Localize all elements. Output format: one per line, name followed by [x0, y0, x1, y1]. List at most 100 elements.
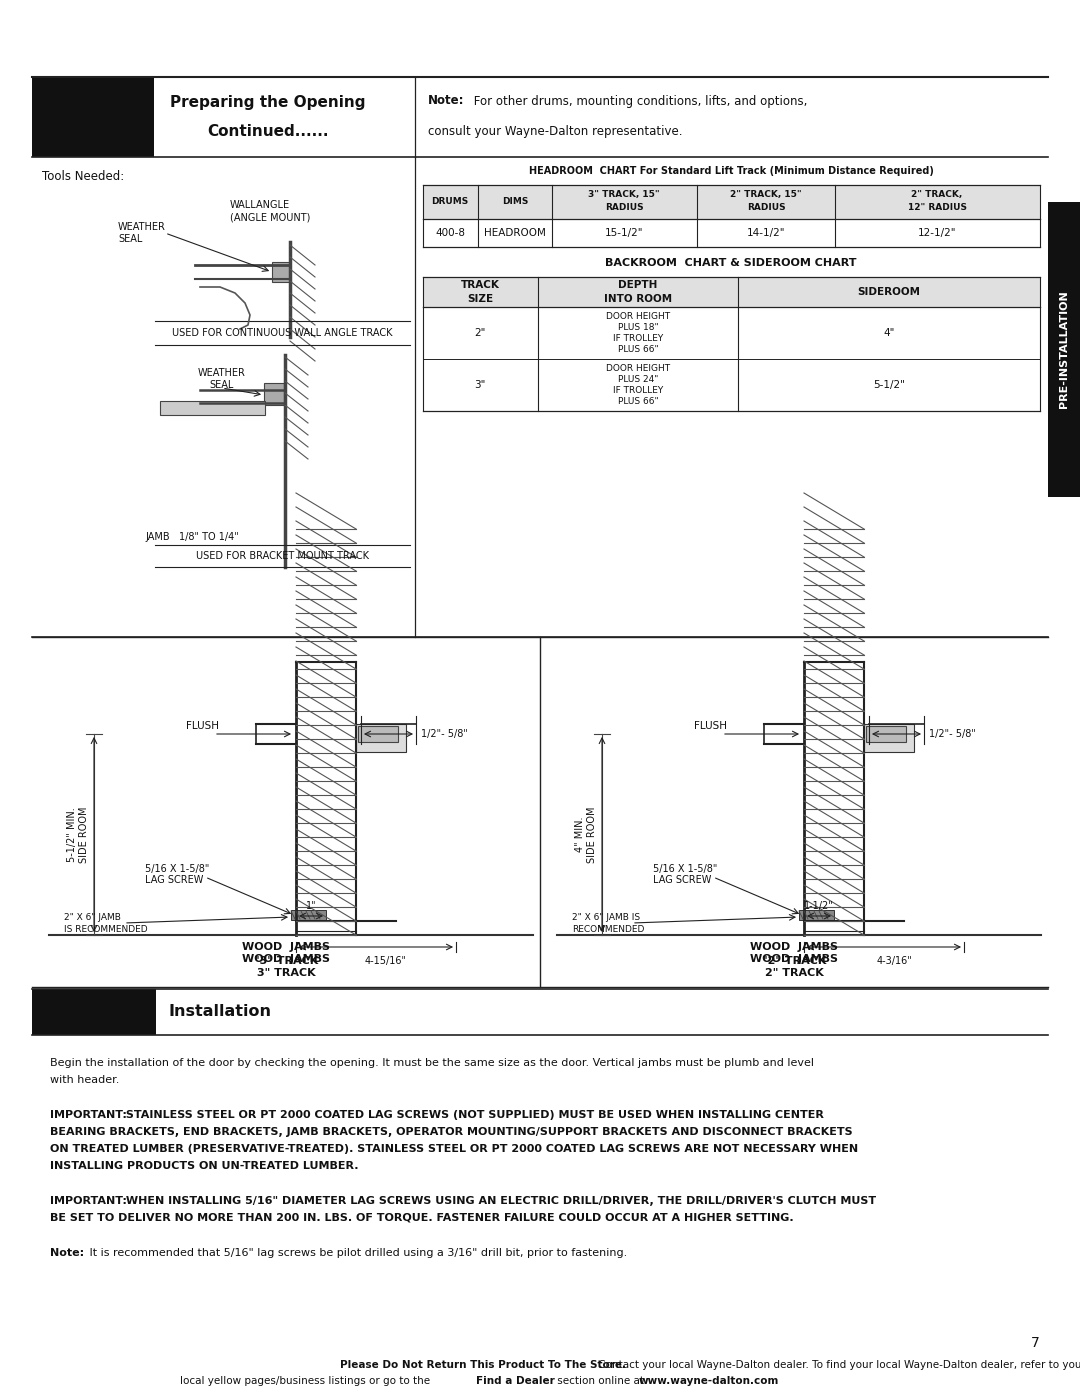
- Bar: [864, 724, 914, 752]
- Text: 1-1/2": 1-1/2": [805, 901, 834, 911]
- Text: 5-1/2" MIN.: 5-1/2" MIN.: [67, 807, 77, 862]
- Text: 4" MIN.: 4" MIN.: [575, 817, 585, 852]
- Text: DIMS: DIMS: [502, 197, 528, 207]
- Text: Find a Dealer: Find a Dealer: [476, 1376, 555, 1386]
- Bar: [32, 77, 1048, 1331]
- Text: 2": 2": [474, 328, 486, 338]
- Text: RADIUS: RADIUS: [605, 203, 644, 211]
- Text: DOOR HEIGHT: DOOR HEIGHT: [606, 365, 670, 373]
- Text: USED FOR CONTINUOUS WALL ANGLE TRACK: USED FOR CONTINUOUS WALL ANGLE TRACK: [172, 328, 392, 338]
- Text: PLUS 66": PLUS 66": [618, 345, 659, 353]
- Text: 1": 1": [306, 901, 316, 911]
- Bar: [423, 277, 1040, 307]
- Text: SEAL: SEAL: [118, 235, 143, 244]
- Text: RECOMMENDED: RECOMMENDED: [572, 925, 645, 933]
- Text: 3" TRACK: 3" TRACK: [257, 968, 315, 978]
- Text: DRUMS: DRUMS: [431, 197, 469, 207]
- Text: 2" X 6" JAMB IS: 2" X 6" JAMB IS: [572, 914, 640, 922]
- Text: IF TROLLEY: IF TROLLEY: [612, 334, 663, 344]
- Text: (ANGLE MOUNT): (ANGLE MOUNT): [230, 212, 310, 222]
- Text: 14-1/2": 14-1/2": [746, 228, 785, 237]
- Text: BACKROOM  CHART & SIDEROOM CHART: BACKROOM CHART & SIDEROOM CHART: [605, 258, 856, 268]
- Text: Continued......: Continued......: [207, 123, 328, 138]
- Bar: [423, 184, 1040, 219]
- Text: WOOD  JAMBS: WOOD JAMBS: [242, 954, 330, 964]
- Text: 2" TRACK: 2" TRACK: [765, 968, 823, 978]
- Text: 3": 3": [474, 380, 486, 390]
- Text: 5-1/2": 5-1/2": [873, 380, 905, 390]
- Text: DOOR HEIGHT: DOOR HEIGHT: [606, 312, 670, 321]
- Text: BEARING BRACKETS, END BRACKETS, JAMB BRACKETS, OPERATOR MOUNTING/SUPPORT BRACKET: BEARING BRACKETS, END BRACKETS, JAMB BRA…: [50, 1127, 852, 1137]
- Text: local yellow pages/business listings or go to the: local yellow pages/business listings or …: [180, 1376, 433, 1386]
- Text: 4-3/16": 4-3/16": [876, 956, 912, 965]
- Text: WHEN INSTALLING 5/16" DIAMETER LAG SCREWS USING AN ELECTRIC DRILL/DRIVER, THE DR: WHEN INSTALLING 5/16" DIAMETER LAG SCREW…: [122, 1196, 876, 1206]
- Text: Begin the installation of the door by checking the opening. It must be the same : Begin the installation of the door by ch…: [50, 1058, 814, 1067]
- Bar: [799, 909, 834, 921]
- Text: LAG SCREW: LAG SCREW: [145, 875, 203, 886]
- Text: IF TROLLEY: IF TROLLEY: [612, 386, 663, 395]
- Bar: [33, 643, 538, 982]
- Text: 3" TRACK, 15": 3" TRACK, 15": [589, 190, 660, 200]
- Text: WEATHER: WEATHER: [118, 222, 166, 232]
- Text: WALLANGLE: WALLANGLE: [230, 200, 291, 210]
- Text: SIDE ROOM: SIDE ROOM: [588, 806, 597, 863]
- Text: PRE-INSTALLATION: PRE-INSTALLATION: [1059, 291, 1069, 408]
- Text: "3" TRACK: "3" TRACK: [254, 956, 319, 965]
- Text: WOOD  JAMBS: WOOD JAMBS: [750, 942, 838, 951]
- Text: WEATHER: WEATHER: [198, 367, 246, 379]
- Text: "2" TRACK: "2" TRACK: [761, 956, 826, 965]
- Bar: [32, 989, 156, 1035]
- Text: 5/16 X 1-5/8": 5/16 X 1-5/8": [145, 863, 210, 875]
- Bar: [296, 662, 356, 935]
- Text: SIDEROOM: SIDEROOM: [858, 286, 920, 298]
- Bar: [160, 401, 265, 415]
- Text: www.wayne-dalton.com: www.wayne-dalton.com: [639, 1376, 780, 1386]
- Bar: [423, 219, 1040, 247]
- Text: Contact your local Wayne-Dalton dealer. To find your local Wayne-Dalton dealer, : Contact your local Wayne-Dalton dealer. …: [595, 1361, 1080, 1370]
- Text: 12-1/2": 12-1/2": [918, 228, 956, 237]
- Text: DEPTH: DEPTH: [619, 279, 658, 291]
- Text: 2" TRACK, 15": 2" TRACK, 15": [730, 190, 801, 200]
- Text: INTO ROOM: INTO ROOM: [604, 293, 672, 305]
- Text: JAMB   1/8" TO 1/4": JAMB 1/8" TO 1/4": [145, 532, 239, 542]
- Text: 4-15/16": 4-15/16": [365, 956, 407, 965]
- Text: 1/2"- 5/8": 1/2"- 5/8": [929, 729, 976, 739]
- Text: 1/2"- 5/8": 1/2"- 5/8": [421, 729, 468, 739]
- Text: 400-8: 400-8: [435, 228, 465, 237]
- Text: Note:: Note:: [50, 1248, 84, 1259]
- Text: SIZE: SIZE: [467, 293, 494, 305]
- Bar: [291, 909, 326, 921]
- Text: SEAL: SEAL: [210, 380, 234, 390]
- Text: 7: 7: [1031, 1336, 1040, 1350]
- Text: INSTALLING PRODUCTS ON UN-TREATED LUMBER.: INSTALLING PRODUCTS ON UN-TREATED LUMBER…: [50, 1161, 359, 1171]
- Bar: [32, 77, 154, 156]
- Text: 5/16 X 1-5/8": 5/16 X 1-5/8": [653, 863, 717, 875]
- Text: HEADROOM  CHART For Standard Lift Track (Minimum Distance Required): HEADROOM CHART For Standard Lift Track (…: [528, 166, 933, 176]
- Text: It is recommended that 5/16" lag screws be pilot drilled using a 3/16" drill bit: It is recommended that 5/16" lag screws …: [86, 1248, 627, 1259]
- Bar: [272, 263, 291, 282]
- Text: IS RECOMMENDED: IS RECOMMENDED: [64, 925, 148, 933]
- Text: FLUSH: FLUSH: [186, 721, 219, 731]
- Text: Preparing the Opening: Preparing the Opening: [171, 95, 366, 110]
- Text: PLUS 18": PLUS 18": [618, 323, 659, 332]
- Text: HEADROOM: HEADROOM: [484, 228, 545, 237]
- Text: Please Do Not Return This Product To The Store.: Please Do Not Return This Product To The…: [340, 1361, 626, 1370]
- Bar: [542, 643, 1047, 982]
- Text: For other drums, mounting conditions, lifts, and options,: For other drums, mounting conditions, li…: [470, 95, 808, 108]
- Bar: [866, 726, 906, 742]
- Text: 4": 4": [883, 328, 894, 338]
- Bar: [357, 726, 399, 742]
- Text: 15-1/2": 15-1/2": [605, 228, 644, 237]
- Text: STAINLESS STEEL OR PT 2000 COATED LAG SCREWS (NOT SUPPLIED) MUST BE USED WHEN IN: STAINLESS STEEL OR PT 2000 COATED LAG SC…: [122, 1111, 824, 1120]
- Text: WOOD  JAMBS: WOOD JAMBS: [242, 942, 330, 951]
- Text: BE SET TO DELIVER NO MORE THAN 200 IN. LBS. OF TORQUE. FASTENER FAILURE COULD OC: BE SET TO DELIVER NO MORE THAN 200 IN. L…: [50, 1213, 794, 1222]
- Text: RADIUS: RADIUS: [746, 203, 785, 211]
- Text: 2" X 6" JAMB: 2" X 6" JAMB: [64, 914, 121, 922]
- Text: 12" RADIUS: 12" RADIUS: [907, 203, 967, 211]
- Text: Tools Needed:: Tools Needed:: [42, 170, 124, 183]
- Text: Installation: Installation: [168, 1004, 271, 1020]
- Bar: [804, 662, 864, 935]
- Text: Note:: Note:: [428, 95, 464, 108]
- Bar: [356, 724, 406, 752]
- Text: ON TREATED LUMBER (PRESERVATIVE-TREATED). STAINLESS STEEL OR PT 2000 COATED LAG : ON TREATED LUMBER (PRESERVATIVE-TREATED)…: [50, 1144, 859, 1154]
